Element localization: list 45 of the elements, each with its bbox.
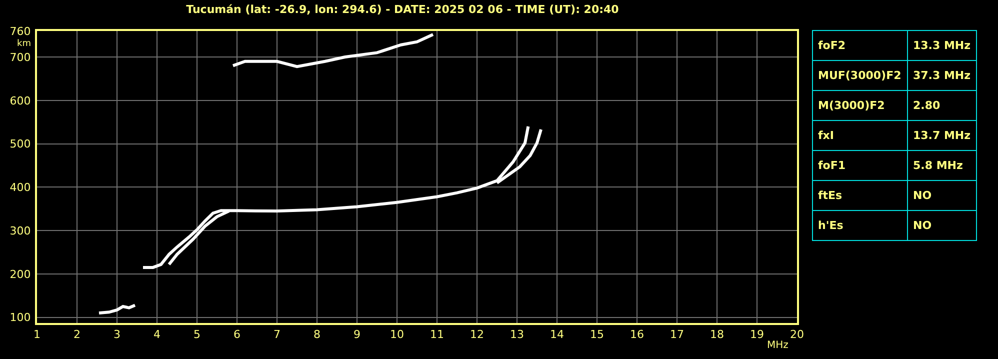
x-tick-label: 13 — [510, 328, 524, 342]
y-tick-label: 760 — [10, 24, 31, 38]
y-tick-label: 700 — [10, 50, 31, 64]
x-tick-label: 1 — [34, 328, 40, 342]
x-tick-label: 14 — [550, 328, 564, 342]
x-tick-label: 9 — [354, 328, 360, 342]
x-tick-label: 5 — [194, 328, 200, 342]
text: NO — [913, 219, 932, 232]
y-axis-title: km — [17, 39, 31, 49]
chart-title: Tucumán (lat: -26.9, lon: 294.6) - DATE: 2025 02 06 - TIME (UT): 20:40 — [186, 3, 620, 16]
text: NO — [913, 189, 932, 202]
x-tick-label: 8 — [314, 328, 320, 342]
text: MUF(3000)F2 — [818, 69, 902, 82]
x-tick-label: 2 — [74, 328, 80, 342]
x-tick-label: 6 — [234, 328, 240, 342]
text: 37.3 MHz — [913, 69, 971, 82]
x-axis-title: MHz — [767, 340, 788, 351]
text: fxI — [818, 129, 834, 142]
x-tick-label: 11 — [430, 328, 444, 342]
x-tick-label: 7 — [274, 328, 280, 342]
y-tick-label: 100 — [10, 311, 31, 324]
x-tick-label: 19 — [750, 328, 764, 342]
x-tick-label: 4 — [154, 328, 160, 342]
y-tick-label: 200 — [10, 268, 31, 281]
text: h'Es — [818, 219, 844, 232]
text: 13.3 MHz — [913, 39, 971, 52]
text: 5.8 MHz — [913, 159, 963, 172]
text: 13.7 MHz — [913, 129, 971, 142]
text: 2.80 — [913, 99, 940, 112]
x-tick-label: 16 — [630, 328, 644, 342]
y-tick-label: 600 — [10, 94, 31, 108]
x-tick-label: 18 — [710, 328, 724, 342]
text: foF2 — [818, 39, 846, 52]
y-tick-label: 300 — [10, 224, 31, 238]
y-tick-label: 500 — [10, 138, 31, 151]
x-tick-label: 10 — [390, 328, 404, 342]
x-tick-label: 12 — [470, 328, 484, 342]
x-tick-label: 3 — [114, 328, 120, 342]
text: foF1 — [818, 159, 846, 172]
text: ftEs — [818, 189, 842, 202]
x-tick-label: 20 — [790, 328, 804, 342]
y-tick-label: 400 — [10, 181, 31, 194]
x-tick-label: 17 — [670, 328, 684, 342]
x-tick-label: 15 — [590, 328, 604, 342]
text: M(3000)F2 — [818, 99, 885, 112]
